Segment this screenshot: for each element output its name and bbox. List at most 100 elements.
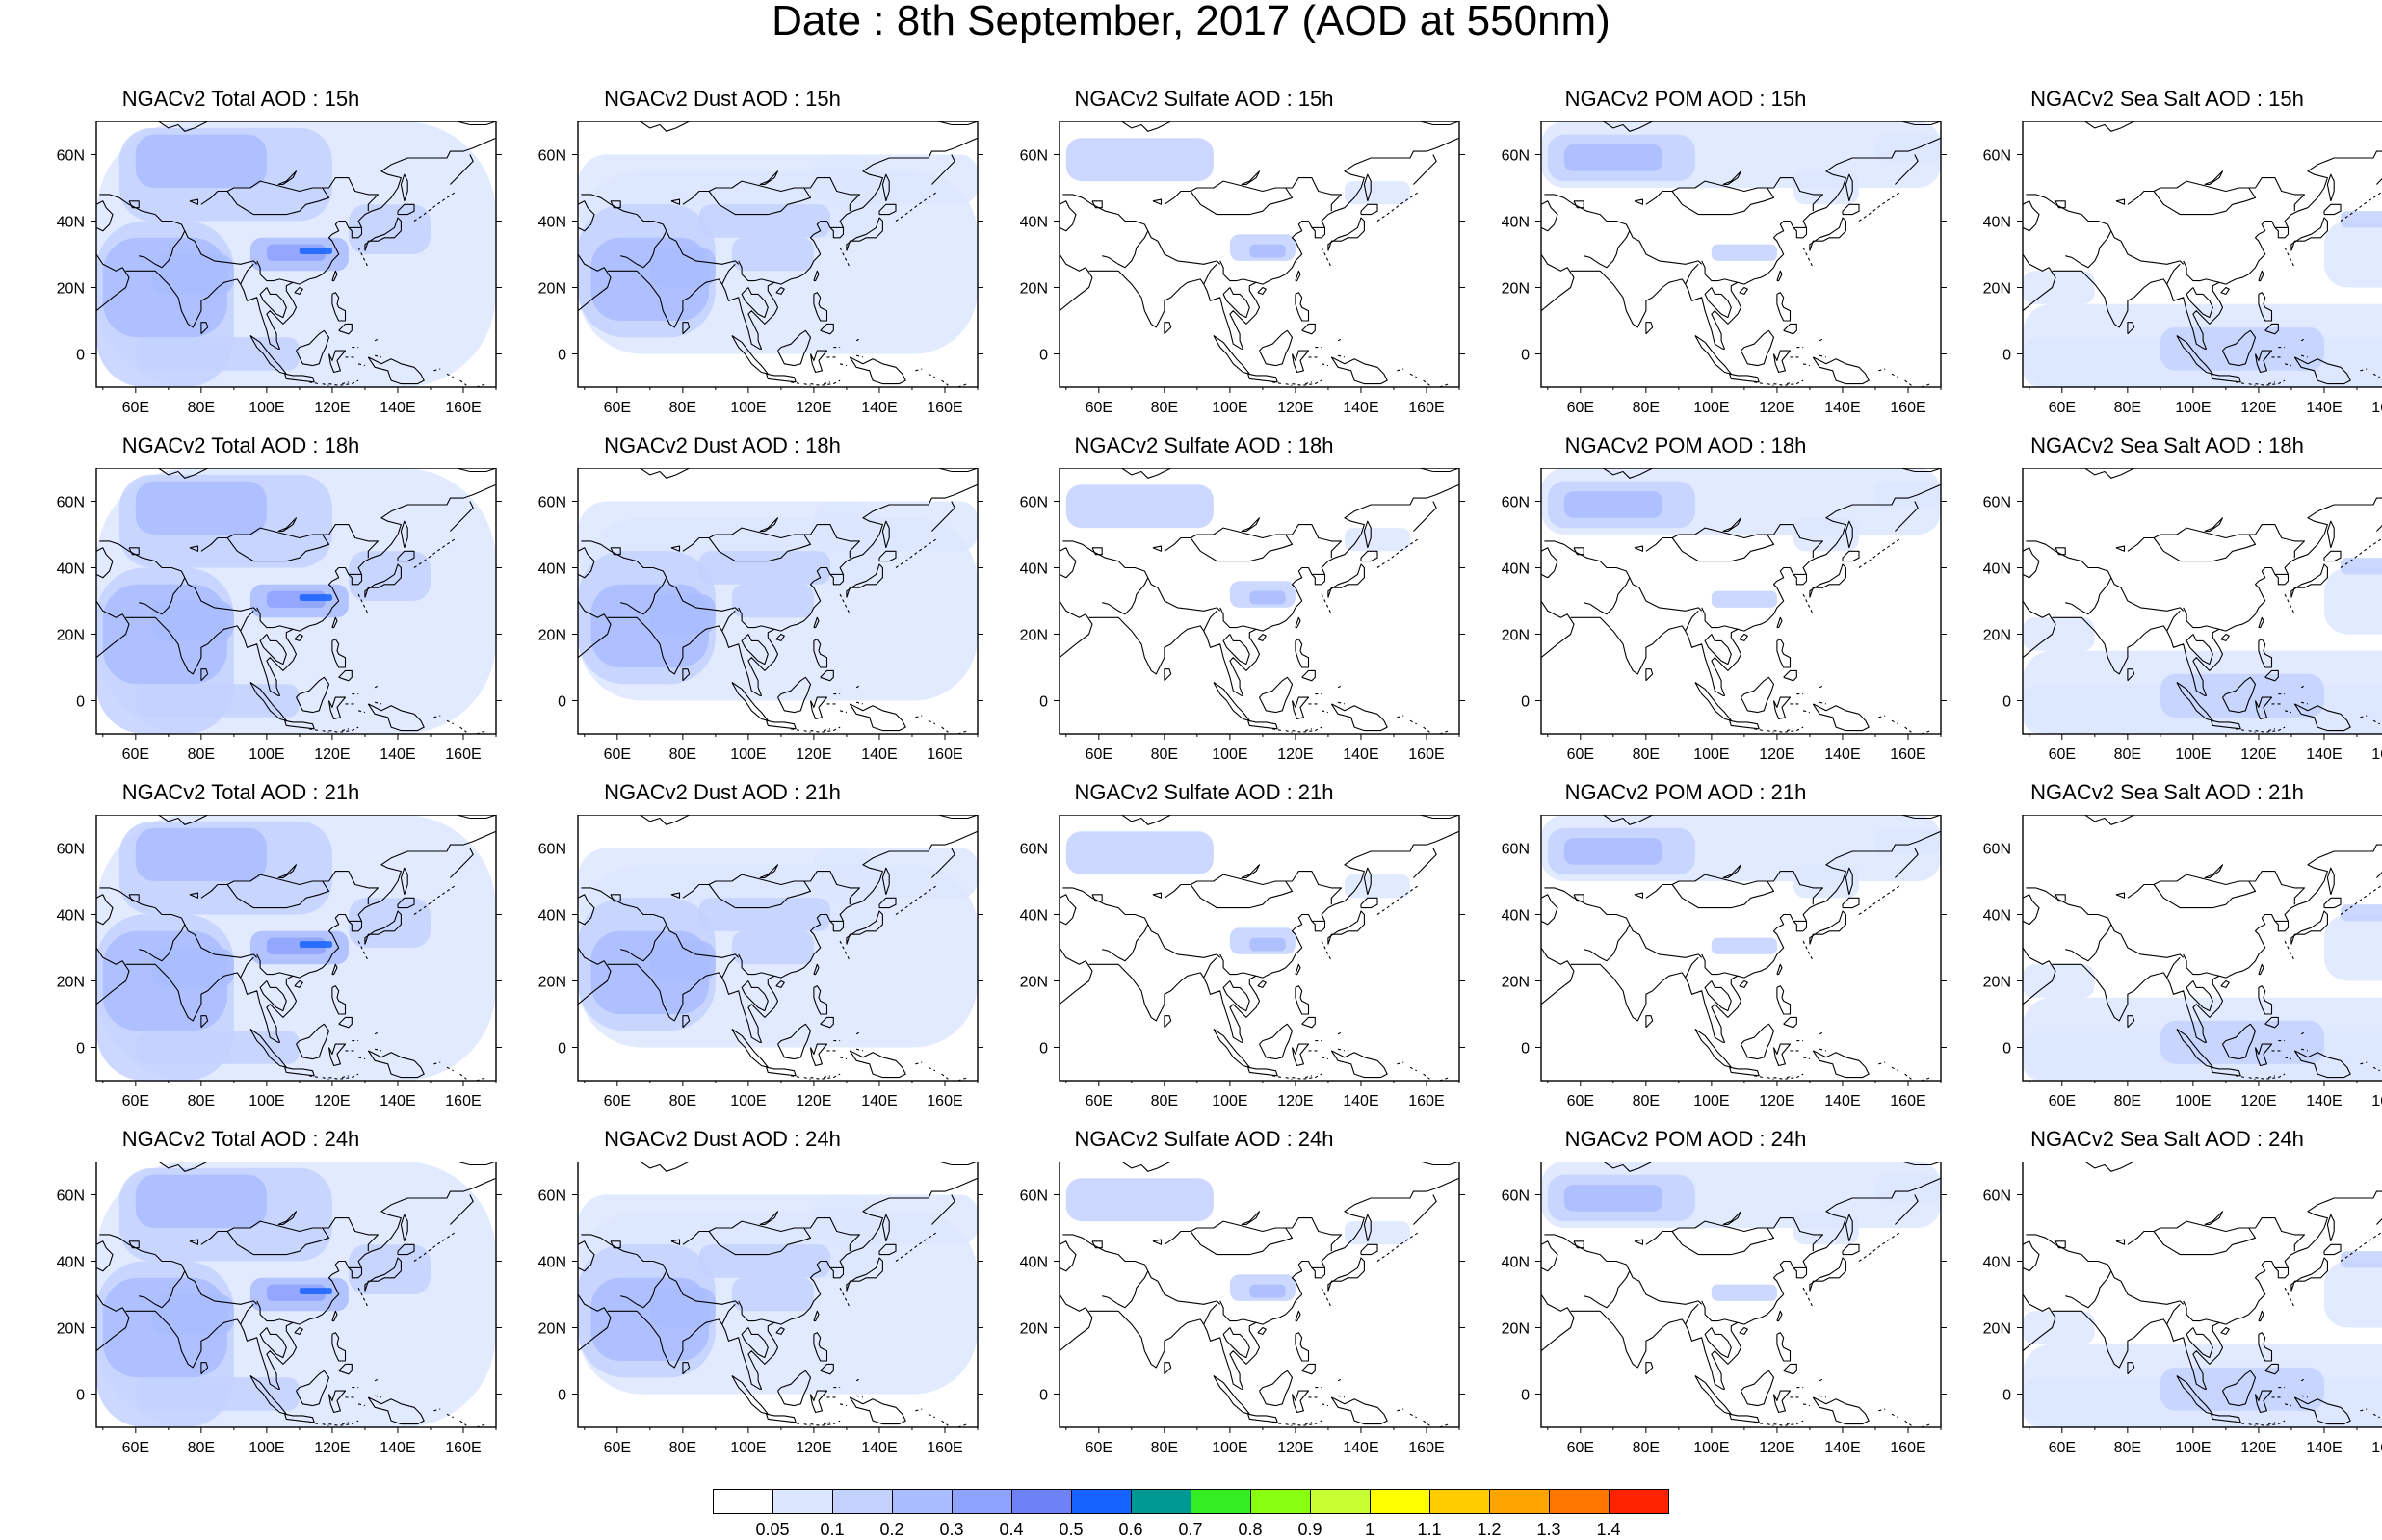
lon-tick-label: 60E <box>604 1440 631 1456</box>
panel-title: NGACv2 Sea Salt AOD : 21h <box>2030 780 2304 804</box>
lon-tick-label: 100E <box>730 1093 766 1109</box>
lon-tick-label: 100E <box>730 746 766 763</box>
aod-patch <box>698 898 830 931</box>
colorbar-swatch <box>1609 1489 1669 1514</box>
lat-tick-label: 40N <box>1502 215 1530 231</box>
lat-tick-label: 40N <box>1020 561 1048 578</box>
aod-map: 60E 80E 100E 120E 140E 160E 60N 40N 20N 0 <box>1009 815 1467 1119</box>
lat-tick-label: 40N <box>57 1255 85 1271</box>
aod-patch <box>1711 1284 1777 1301</box>
lon-tick-label: 160E <box>927 746 962 763</box>
aod-map: 60E 80E 100E 120E 140E 160E 60N 40N 20N 0 <box>1973 815 2382 1119</box>
lat-tick-label: 20N <box>538 628 566 644</box>
lon-tick-label: 140E <box>380 1440 415 1456</box>
lon-tick-label: 140E <box>1824 1093 1860 1109</box>
lat-tick-label: 40N <box>1020 1255 1048 1271</box>
aod-field <box>578 501 978 701</box>
aod-map: 60E 80E 100E 120E 140E 160E 60N 40N 20N 0 <box>528 815 985 1119</box>
aod-map: 60E 80E 100E 120E 140E 160E 60N 40N 20N 0 <box>1491 121 1949 426</box>
aod-patch <box>2323 567 2382 635</box>
aod-patch <box>1344 874 1410 899</box>
panel-title: NGACv2 POM AOD : 24h <box>1564 1127 1807 1151</box>
lat-tick-label: 0 <box>76 1388 85 1404</box>
coastlines <box>1060 121 1459 387</box>
lat-tick-label: 20N <box>57 975 85 991</box>
lon-tick-label: 120E <box>314 746 350 763</box>
lon-tick-label: 60E <box>1567 746 1594 763</box>
aod-patch <box>1249 937 1286 952</box>
lon-tick-label: 160E <box>1890 400 1925 416</box>
lon-tick-label: 80E <box>1151 1440 1178 1456</box>
panel-title: NGACv2 POM AOD : 18h <box>1564 433 1807 457</box>
lon-tick-label: 120E <box>314 1093 350 1109</box>
map-panel: NGACv2 POM AOD : 24h 60E 80E 100E 120E 140E 16… <box>1445 1040 1947 1456</box>
panel-title: NGACv2 Dust AOD : 15h <box>604 87 841 111</box>
aod-patch <box>649 248 716 288</box>
lon-tick-label: 160E <box>445 1440 481 1456</box>
coastlines <box>578 1162 978 1427</box>
lon-tick-label: 100E <box>1212 400 1247 416</box>
aod-patch <box>731 930 814 965</box>
colorbar-swatch <box>1191 1489 1251 1514</box>
map-frame <box>577 121 979 388</box>
aod-patch <box>2160 673 2324 718</box>
lat-tick-label: 40N <box>57 908 85 925</box>
lon-tick-label: 60E <box>1567 1093 1594 1109</box>
lat-tick-label: 60N <box>57 1188 85 1205</box>
lon-tick-label: 120E <box>796 746 831 763</box>
lon-tick-label: 120E <box>1759 1440 1794 1456</box>
lat-tick-label: 20N <box>1020 281 1048 298</box>
aod-patch <box>2023 964 2095 998</box>
aod-patch <box>649 941 716 981</box>
lon-tick-label: 160E <box>927 1093 962 1109</box>
map-panel: NGACv2 Sea Salt AOD : 15h 60E 80E 100E 120E 1… <box>1926 0 2382 416</box>
aod-patch <box>1344 1221 1410 1245</box>
lat-tick-label: 20N <box>57 281 85 298</box>
aod-patch <box>731 584 814 618</box>
lon-tick-label: 80E <box>188 1440 215 1456</box>
lon-tick-label: 80E <box>188 400 215 416</box>
aod-patch <box>2340 211 2382 228</box>
lat-tick-label: 40N <box>1983 561 2011 578</box>
aod-patch <box>1711 244 1777 261</box>
lon-tick-label: 100E <box>1693 400 1729 416</box>
aod-patch <box>151 948 234 988</box>
coastlines <box>1060 815 1459 1081</box>
map-frame <box>2022 468 2382 735</box>
aod-field <box>578 848 978 1048</box>
lat-tick-label: 60N <box>57 495 85 511</box>
lat-tick-label: 0 <box>2002 1388 2011 1404</box>
aod-patch <box>135 1031 300 1064</box>
colorbar-swatch <box>713 1489 773 1514</box>
aod-patch <box>299 941 332 948</box>
map-panel: NGACv2 Sea Salt AOD : 21h 60E 80E 100E 120E 1… <box>1926 693 2382 1109</box>
aod-patch <box>2323 221 2382 288</box>
lon-tick-label: 140E <box>1343 746 1378 763</box>
aod-patch <box>1793 517 1859 552</box>
aod-patch <box>2023 617 2095 651</box>
coastlines <box>96 1162 496 1427</box>
lon-tick-label: 80E <box>1151 1093 1178 1109</box>
aod-patch <box>135 134 267 188</box>
map-frame <box>577 1162 979 1428</box>
lon-tick-label: 140E <box>2306 400 2342 416</box>
lon-tick-label: 100E <box>1693 1093 1729 1109</box>
aod-patch <box>348 204 431 254</box>
lon-tick-label: 160E <box>2371 1440 2382 1456</box>
aod-patch <box>2323 914 2382 981</box>
panel-title: NGACv2 POM AOD : 21h <box>1564 780 1807 804</box>
lat-tick-label: 60N <box>1502 495 1530 511</box>
lon-tick-label: 80E <box>669 746 696 763</box>
colorbar-label: 0.4 <box>999 1520 1024 1539</box>
lon-tick-label: 60E <box>1086 1093 1112 1109</box>
aod-field <box>1541 1162 1941 1301</box>
aod-field <box>1065 831 1410 954</box>
aod-field <box>578 154 978 354</box>
aod-map: 60E 80E 100E 120E 140E 160E 60N 40N 20N 0 <box>46 468 504 772</box>
lat-tick-label: 0 <box>1521 348 1530 364</box>
lon-tick-label: 140E <box>1343 1093 1378 1109</box>
coastlines <box>1060 1162 1459 1427</box>
figure-title: Date : 8th September, 2017 (AOD at 550nm… <box>772 0 1610 44</box>
lon-tick-label: 80E <box>669 400 696 416</box>
lon-tick-label: 60E <box>2049 400 2076 416</box>
